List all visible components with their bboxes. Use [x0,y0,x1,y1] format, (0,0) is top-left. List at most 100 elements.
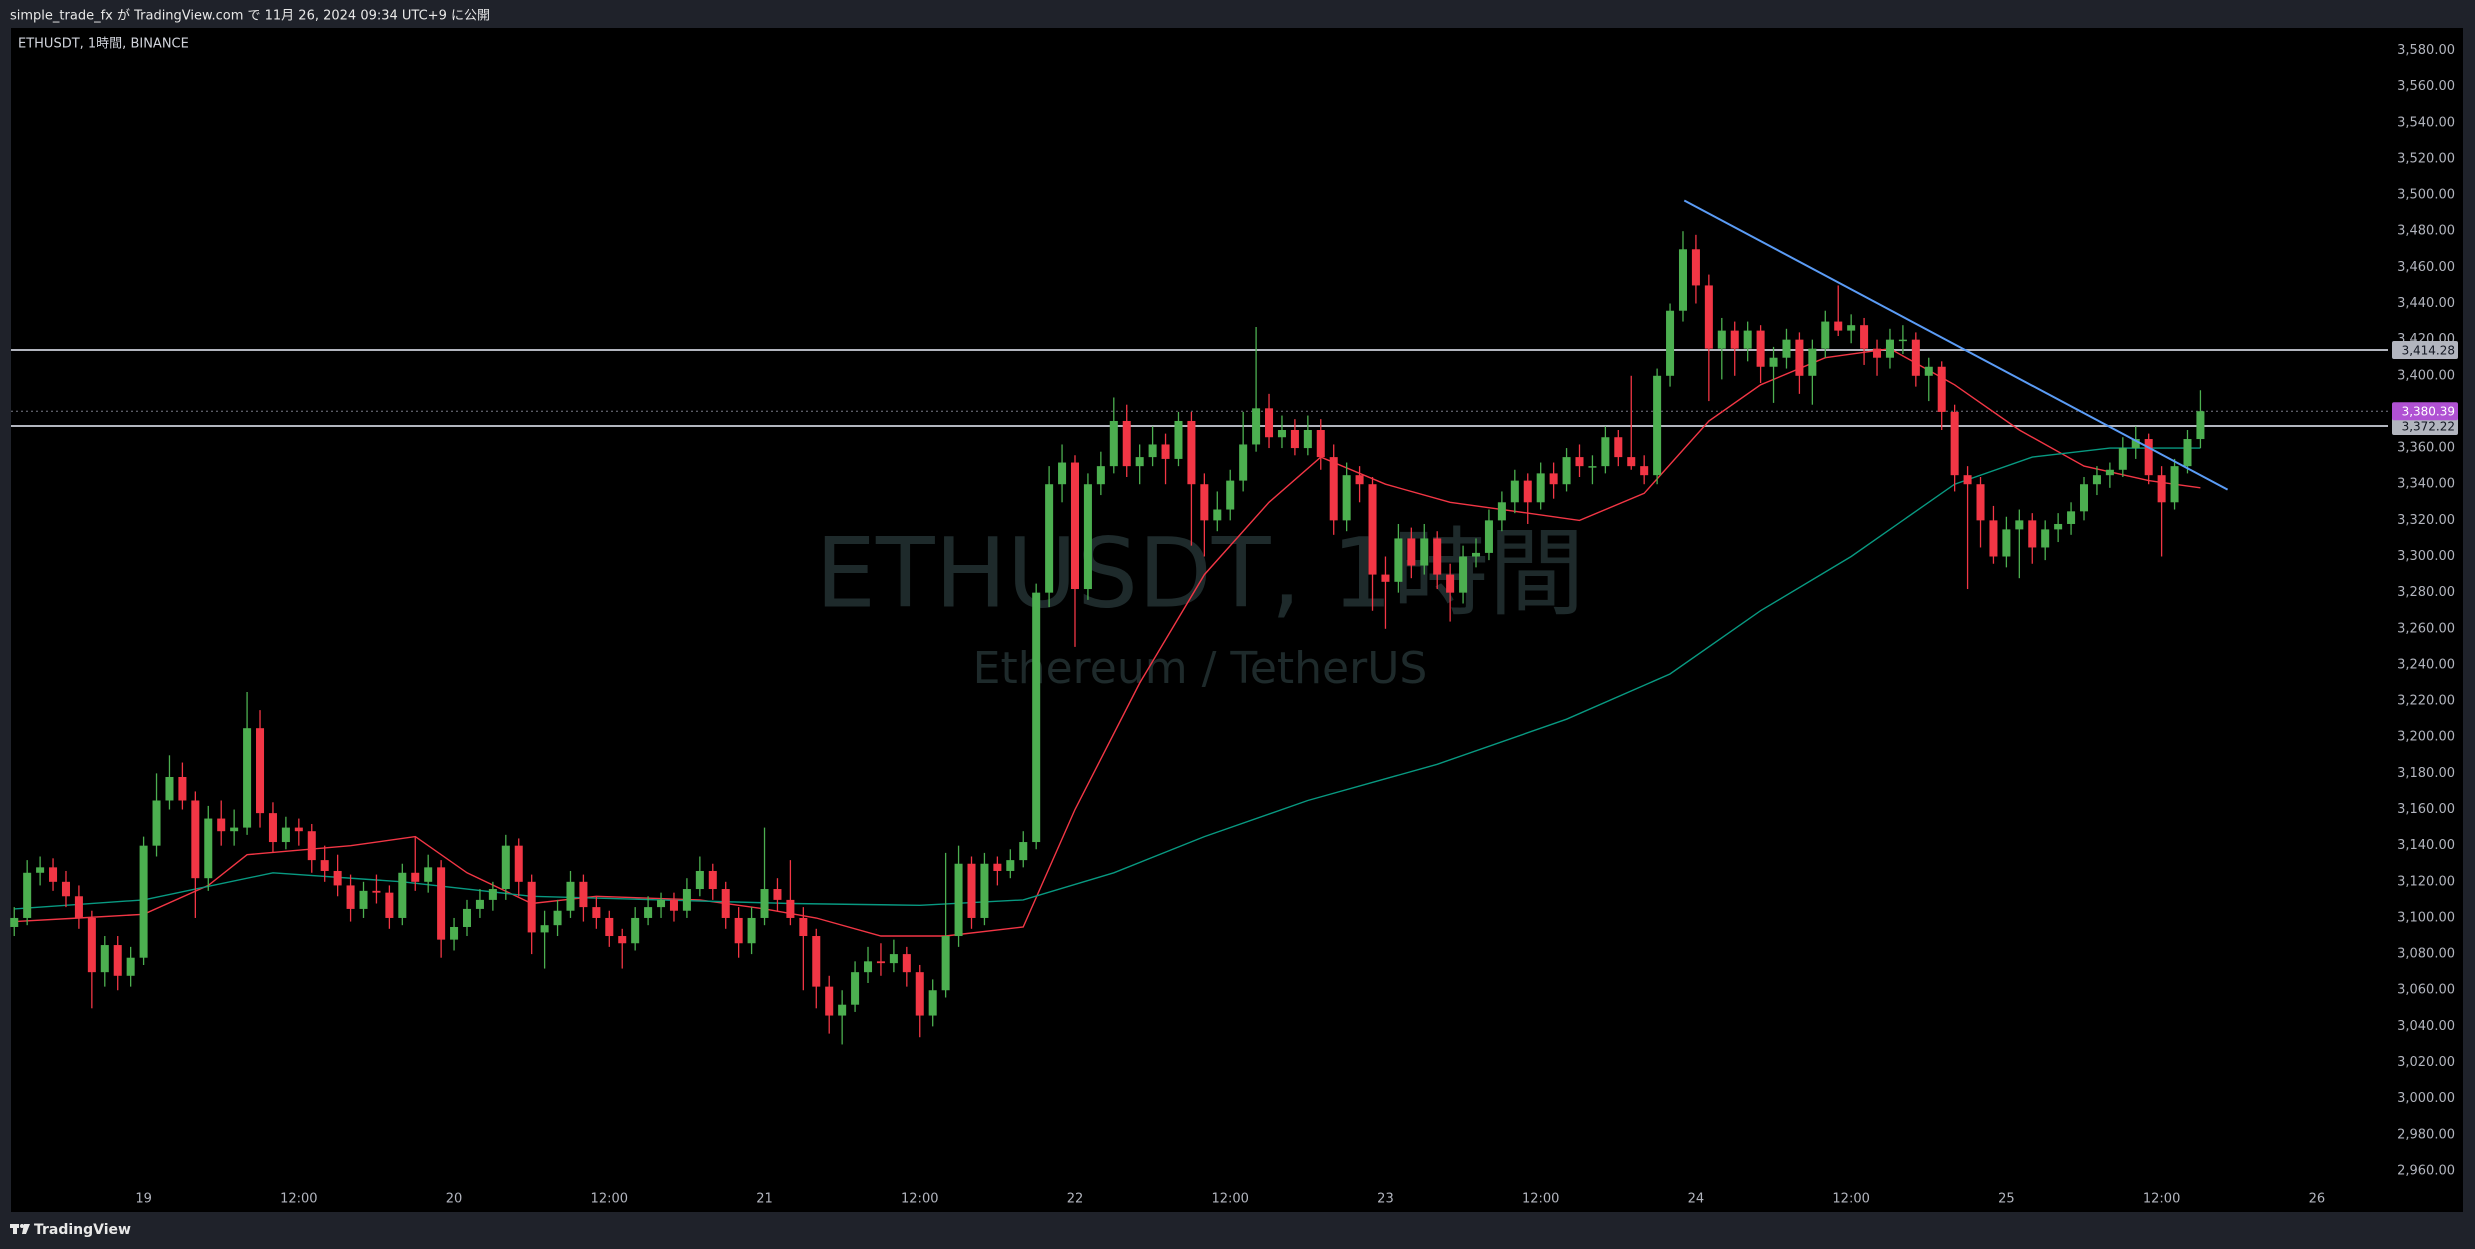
candle-body [1381,574,1390,582]
y-tick-label: 3,480.00 [2397,224,2455,239]
candle-body [1045,484,1054,593]
candle-body [1873,348,1882,358]
candle-body [2002,529,2011,557]
candle-body [1678,249,1687,311]
candle-body [281,827,290,843]
candle-body [1963,475,1972,485]
candle-body [1329,457,1338,521]
candle-body [1497,502,1506,521]
candle-body [1950,411,1959,476]
candle-body [1019,842,1028,861]
candle-body [462,908,472,927]
candle-body [1588,466,1597,468]
candle-body [2131,439,2140,449]
candle-body [1666,310,1675,376]
candle-body [49,867,58,882]
x-tick-label: 19 [135,1192,152,1207]
candle-body [1083,484,1092,590]
y-tick-label: 3,560.00 [2397,79,2455,94]
candle-body [1562,457,1571,485]
y-tick-label: 3,360.00 [2397,441,2455,456]
candle-body [1148,444,1157,458]
candle-body [954,863,963,937]
y-tick-label: 3,000.00 [2397,1091,2455,1106]
candle-body [993,863,1002,871]
candle-body [2157,475,2166,503]
candle-body [1627,457,1636,467]
candle-body [1290,430,1299,449]
candle-body [2067,511,2076,524]
candle-body [812,936,821,987]
candle-body [1756,330,1765,367]
candle-body [1446,574,1455,593]
candle-body [941,936,950,991]
x-tick-label: 12:00 [901,1192,938,1207]
y-tick-label: 3,300.00 [2397,549,2455,564]
candle-body [1239,444,1248,481]
candle-body [1265,408,1274,438]
y-tick-label: 3,520.00 [2397,151,2455,166]
y-tick-label: 3,580.00 [2397,43,2455,58]
y-tick-label: 2,960.00 [2397,1163,2455,1178]
candle-body [1006,860,1015,871]
logo-part [20,1224,24,1228]
publish-header: simple_trade_fx が TradingView.com で 11月 … [10,9,490,24]
candle-body [74,896,83,918]
candle-body [372,890,381,893]
candle-body [1782,339,1791,358]
y-tick-label: 3,460.00 [2397,260,2455,275]
candle-body [165,776,174,801]
y-tick-label: 3,260.00 [2397,621,2455,636]
candle-body [967,863,976,918]
candle-body [1407,538,1416,566]
candle-body [87,917,96,973]
candle-body [2092,475,2101,485]
y-tick-label: 3,080.00 [2397,947,2455,962]
candle-body [1252,408,1261,445]
price-label-box [2392,416,2458,435]
brand-name: TradingView [34,1222,131,1238]
candle-body [1174,420,1183,459]
candle-body [1704,285,1713,349]
candle-body [437,867,446,940]
candle-body [2079,484,2089,512]
candle-body [721,889,730,918]
candle-body [980,863,989,918]
candle-body [1277,430,1286,438]
y-tick-label: 3,320.00 [2397,513,2455,528]
y-tick-label: 3,220.00 [2397,694,2455,709]
y-tick-label: 3,540.00 [2397,115,2455,130]
candle-body [1821,321,1830,349]
candle-body [1459,556,1468,593]
y-tick-label: 2,980.00 [2397,1127,2455,1142]
candle-body [876,961,885,964]
candle-body [1471,552,1481,557]
candle-body [1730,330,1739,349]
candle-body [320,860,329,871]
candle-body [411,872,420,882]
candle-body [592,907,601,918]
candle-body [1653,375,1662,476]
candle-body [1769,357,1778,367]
candle-body [475,899,484,909]
candle-body [294,827,303,832]
candle-body [2028,520,2037,548]
candle-body [204,818,213,879]
candle-body [644,907,653,918]
candle-body [657,899,666,908]
candle-body [553,910,562,926]
candle-body [230,827,239,832]
candle-body [2144,439,2153,476]
candle-body [1303,430,1312,449]
y-tick-label: 3,140.00 [2397,838,2455,853]
candle-body [1096,466,1105,485]
x-tick-label: 22 [1067,1192,1084,1207]
y-tick-label: 3,500.00 [2397,188,2455,203]
price-label-box [2392,402,2458,421]
x-tick-label: 12:00 [2143,1192,2180,1207]
candle-body [579,881,588,908]
candle-body [424,867,433,882]
candle-body [1808,348,1817,376]
